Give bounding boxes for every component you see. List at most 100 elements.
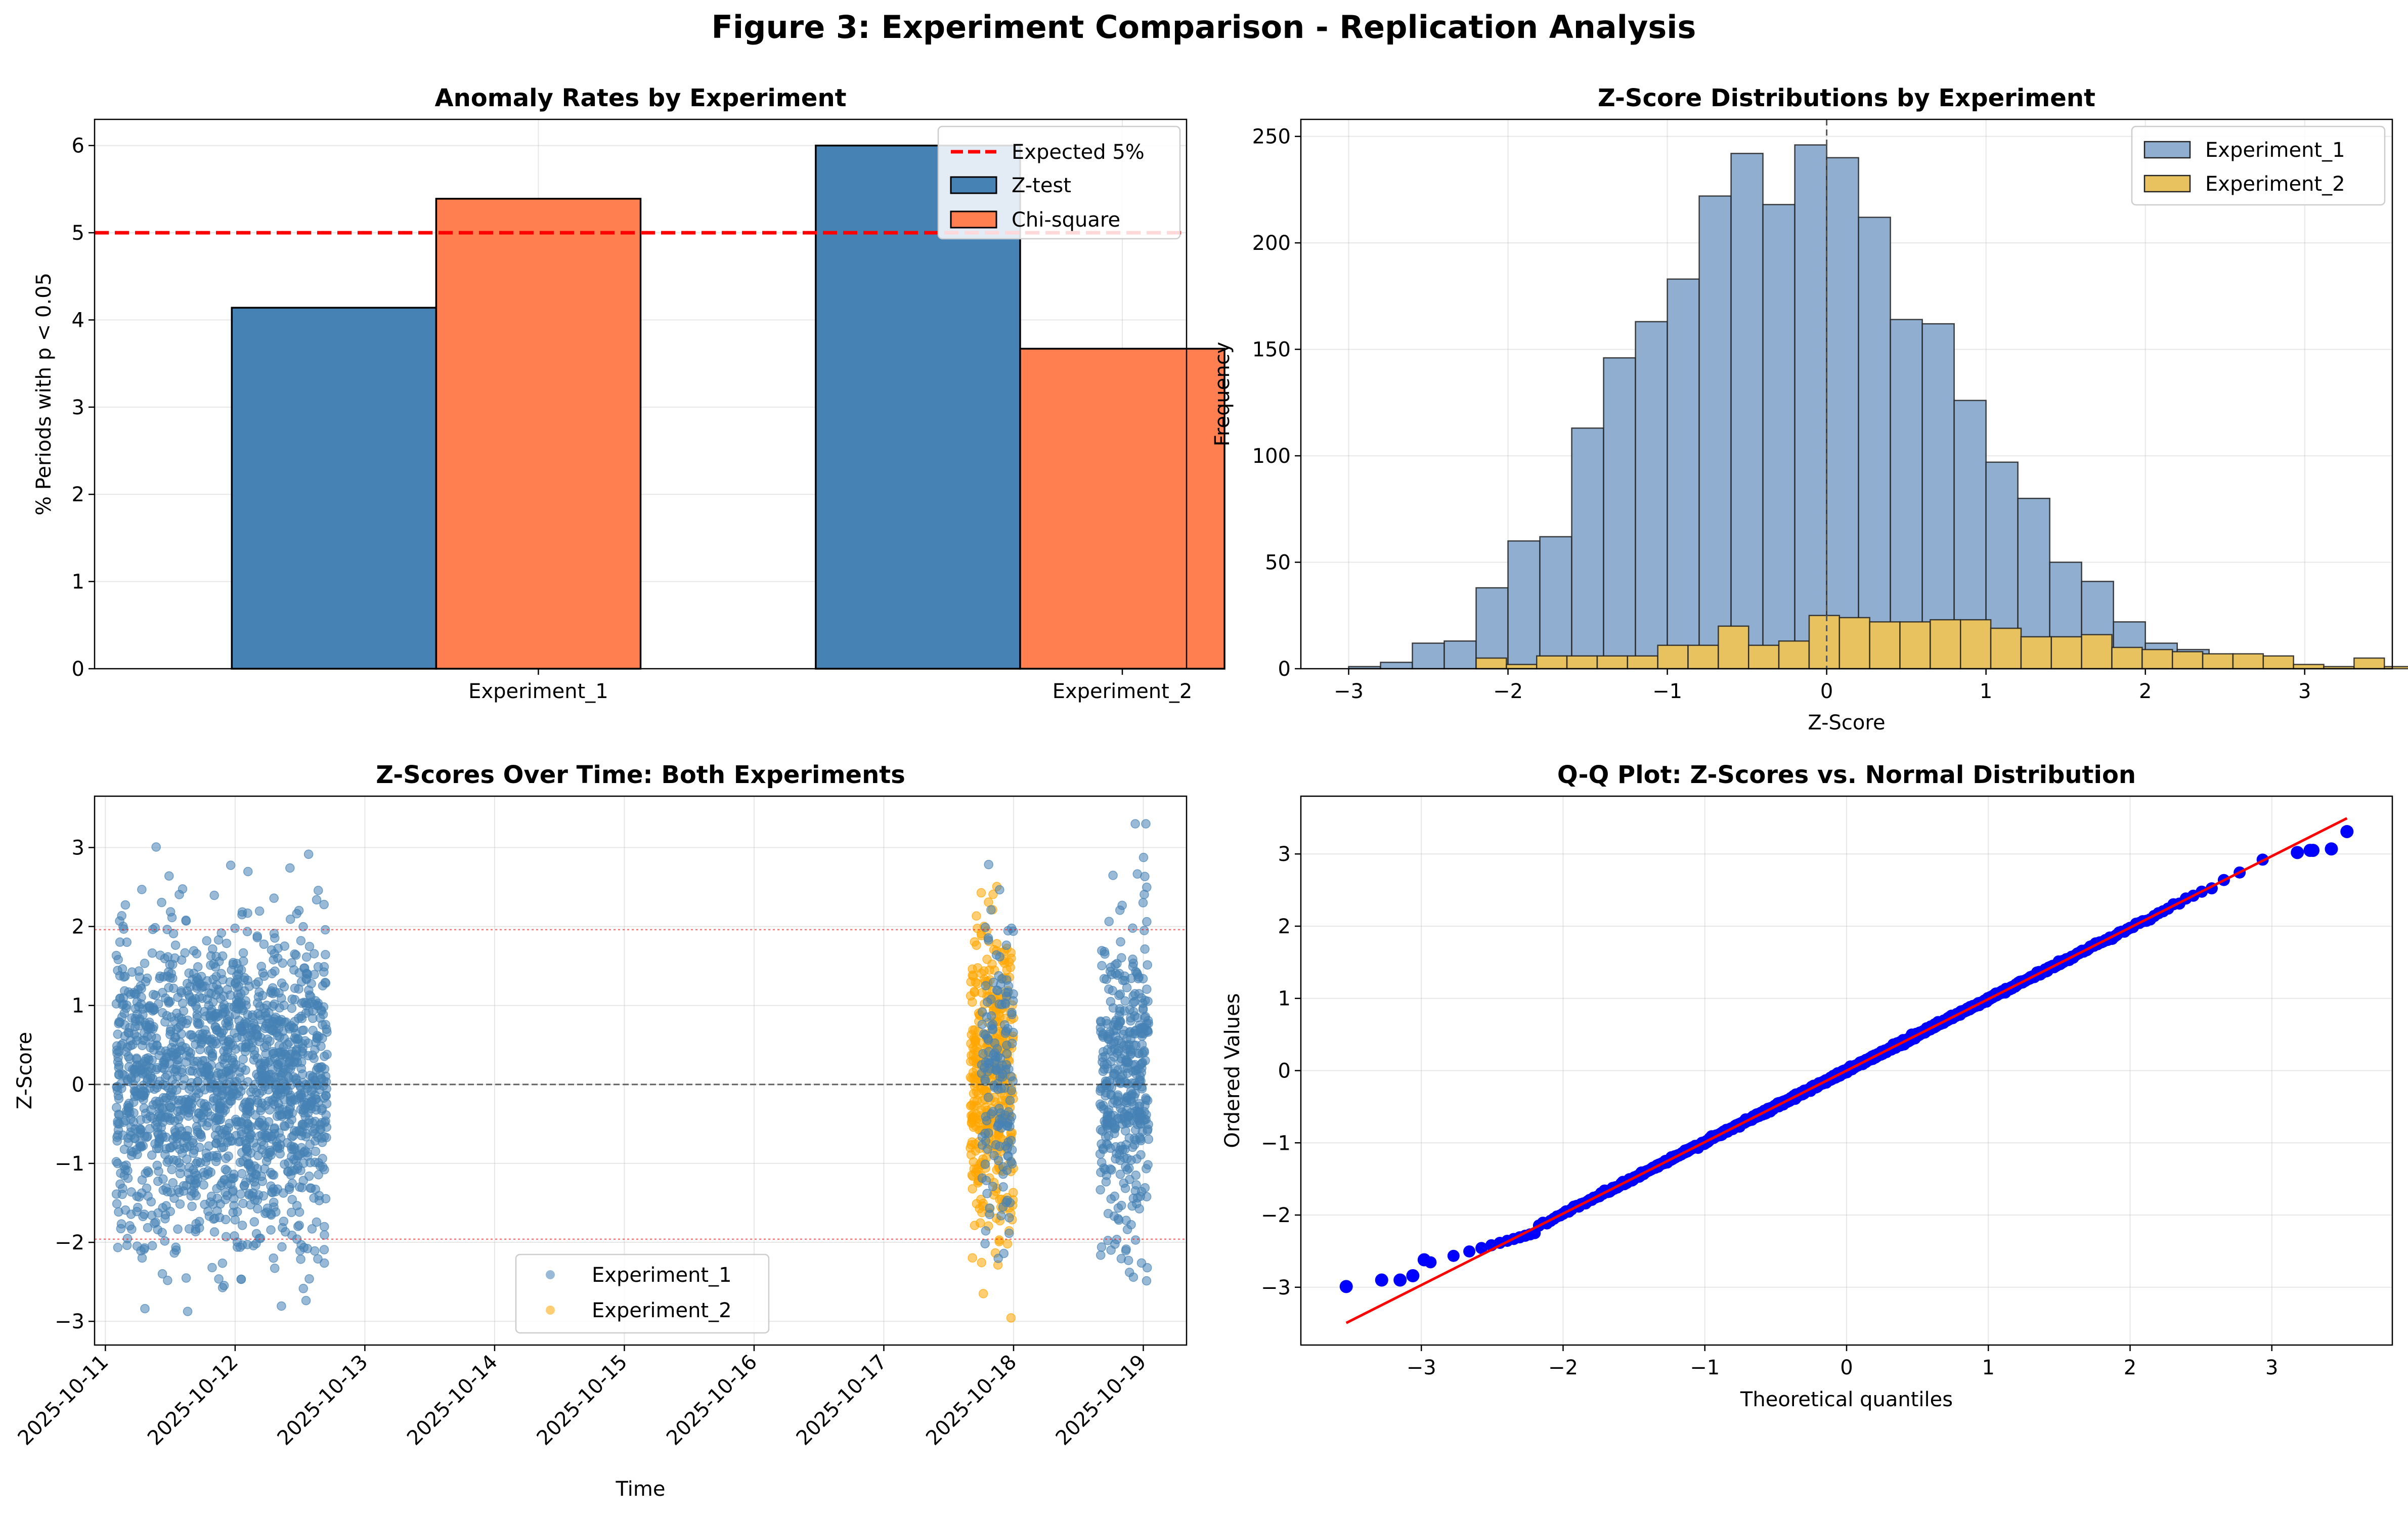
point-experiment2 (988, 889, 998, 899)
point-experiment1 (1006, 1136, 1016, 1145)
hist-bar-experiment2 (2171, 651, 2204, 670)
point-experiment1 (269, 1202, 279, 1212)
point-experiment2 (976, 888, 986, 898)
point-experiment1 (1106, 1245, 1116, 1255)
x-tick-label: 2025-10-18 (922, 1351, 1021, 1450)
point-experiment1 (1103, 1140, 1113, 1150)
hist-bar-experiment2 (1869, 621, 1901, 670)
point-experiment1 (312, 1030, 322, 1041)
point-experiment1 (225, 1133, 235, 1142)
point-experiment1 (1135, 1191, 1146, 1201)
point-experiment1 (1111, 1154, 1120, 1164)
point-experiment1 (1142, 917, 1152, 927)
point-experiment1 (1002, 1041, 1012, 1050)
point-experiment1 (165, 1103, 175, 1112)
point-experiment1 (1122, 1106, 1131, 1115)
point-experiment1 (1004, 1213, 1014, 1223)
point-experiment1 (133, 1202, 143, 1212)
point-experiment1 (307, 979, 316, 988)
point-experiment1 (191, 994, 200, 1004)
x-tick-label: Experiment_2 (1053, 680, 1193, 703)
point-experiment1 (158, 988, 167, 998)
point-experiment1 (257, 1130, 267, 1140)
point-experiment1 (298, 1049, 308, 1058)
point-experiment1 (187, 1078, 196, 1088)
point-experiment1 (125, 1221, 135, 1231)
point-experiment1 (982, 1116, 992, 1125)
point-experiment1 (183, 1168, 193, 1178)
point-experiment1 (1007, 1159, 1017, 1169)
point-experiment1 (1097, 946, 1107, 956)
point-experiment1 (301, 952, 312, 962)
point-experiment1 (264, 1085, 273, 1095)
point-experiment1 (216, 1091, 226, 1101)
y-tick-label: 3 (72, 396, 84, 419)
point-experiment1 (997, 1060, 1007, 1070)
point-experiment1 (315, 1085, 325, 1095)
bar-ztest-1 (231, 307, 437, 670)
point-experiment1 (319, 1258, 329, 1268)
point-experiment1 (271, 1012, 281, 1022)
legend-exp2-marker (546, 1306, 555, 1315)
y-tick-label: 4 (72, 309, 84, 332)
point-experiment1 (1130, 1235, 1141, 1245)
point-experiment1 (174, 1158, 184, 1168)
point-experiment1 (1137, 1059, 1147, 1068)
y-axis-label: Z-Score (13, 1032, 36, 1109)
point-experiment1 (307, 1224, 317, 1234)
point-experiment1 (196, 1098, 206, 1108)
point-experiment1 (226, 860, 236, 870)
figure-title: Figure 3: Experiment Comparison - Replic… (712, 9, 1696, 46)
y-tick-label: 200 (1252, 232, 1291, 255)
point-experiment1 (308, 1013, 318, 1023)
point-experiment1 (998, 1069, 1008, 1079)
point-experiment1 (977, 1068, 987, 1078)
point-experiment2 (970, 1025, 980, 1035)
point-experiment1 (279, 982, 289, 992)
point-experiment1 (157, 1228, 167, 1237)
point-experiment1 (119, 1008, 129, 1018)
qq-point (2325, 842, 2338, 856)
qq-point (1406, 1269, 1420, 1282)
point-experiment1 (988, 977, 998, 987)
y-tick-label: −1 (1261, 1132, 1291, 1155)
x-tick-label: 0 (1820, 680, 1833, 703)
hist-bar-experiment1 (1698, 195, 1732, 670)
point-experiment1 (313, 1254, 323, 1264)
point-experiment1 (290, 949, 299, 959)
point-experiment1 (203, 1169, 213, 1179)
y-tick-label: 2 (1278, 915, 1291, 938)
point-experiment1 (119, 1117, 128, 1127)
point-experiment1 (163, 1276, 172, 1285)
point-experiment1 (221, 1188, 230, 1197)
legend-ztest-label: Z-test (1012, 174, 1071, 197)
point-experiment1 (258, 1191, 269, 1201)
point-experiment1 (269, 1253, 278, 1263)
point-experiment1 (234, 1091, 243, 1101)
point-experiment1 (236, 1274, 246, 1284)
point-experiment1 (1128, 962, 1138, 972)
point-experiment1 (320, 1222, 329, 1232)
point-experiment1 (980, 1239, 990, 1248)
point-experiment2 (970, 937, 980, 947)
point-experiment1 (293, 1222, 303, 1231)
x-tick-label: 2025-10-19 (1052, 1351, 1151, 1450)
point-experiment1 (1115, 989, 1125, 999)
point-experiment1 (1096, 1250, 1106, 1260)
point-experiment1 (269, 893, 279, 903)
point-experiment1 (1004, 1228, 1014, 1238)
point-experiment1 (1128, 991, 1138, 1001)
y-tick-label: 1 (72, 994, 84, 1018)
hist-bar-experiment2 (1596, 655, 1629, 670)
point-experiment1 (210, 1113, 221, 1123)
zscore-time-scatter-chart: Z-Scores Over Time: Both Experiments 2025… (13, 761, 1188, 1501)
x-tick-label: 2025-10-12 (143, 1351, 243, 1450)
point-experiment1 (280, 941, 289, 951)
point-experiment1 (142, 973, 152, 983)
point-experiment1 (1112, 1099, 1122, 1109)
point-experiment1 (1144, 1119, 1153, 1130)
hist-bar-experiment2 (2383, 666, 2408, 670)
point-experiment1 (1101, 1177, 1111, 1187)
point-experiment1 (232, 1032, 242, 1043)
hist-bar-experiment2 (2050, 636, 2082, 670)
